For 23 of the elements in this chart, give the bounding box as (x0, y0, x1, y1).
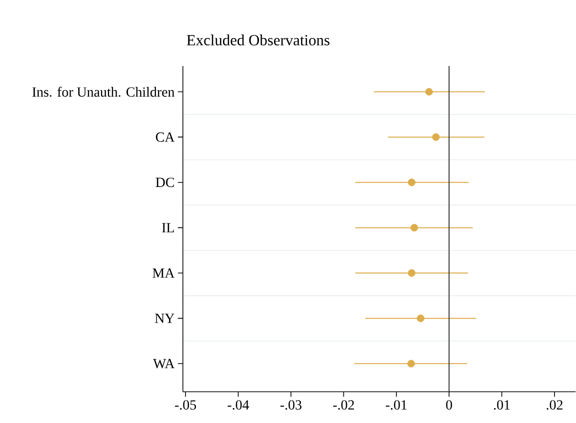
point (425, 88, 433, 96)
y-tick-label: Ins. for Unauth. Children (32, 86, 174, 97)
y-tick-label: IL (162, 223, 174, 232)
point (410, 224, 418, 232)
chart-title: Excluded Observations (186, 34, 330, 46)
x-tick-label: .02 (546, 400, 562, 410)
y-tick-label: CA (156, 132, 175, 142)
y-tick-label: DC (156, 178, 174, 188)
x-tick-label: .01 (494, 400, 510, 410)
point (408, 178, 416, 186)
y-tick-label: MA (152, 268, 175, 278)
point (416, 314, 424, 322)
x-tick-label: -.04 (228, 400, 250, 410)
point (407, 360, 415, 368)
y-tick-label: NY (154, 314, 174, 324)
point (432, 133, 440, 142)
x-tick-label: -.02 (333, 400, 354, 410)
x-tick-label: -.03 (280, 400, 302, 410)
x-tick-label: -.01 (386, 400, 407, 410)
x-tick-label: 0 (446, 400, 452, 410)
point (408, 269, 416, 277)
x-tick-label: -.05 (174, 400, 196, 410)
y-tick-label: WA (153, 359, 175, 368)
